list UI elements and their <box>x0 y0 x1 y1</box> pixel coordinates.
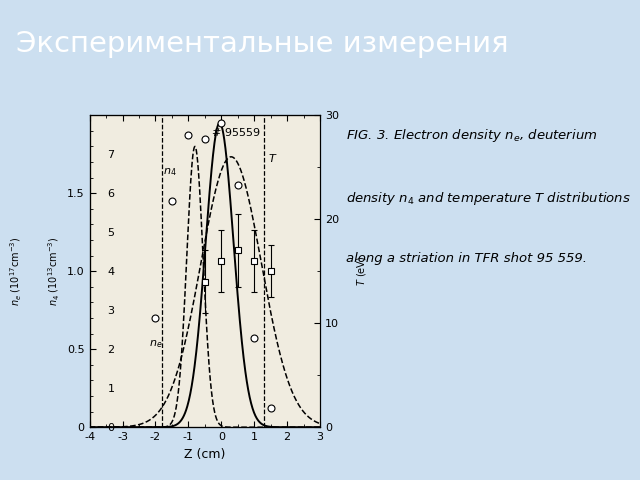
Text: $T$: $T$ <box>268 152 277 164</box>
Text: # 95559: # 95559 <box>212 128 260 138</box>
Text: $T\ {\rm (eV)}$: $T\ {\rm (eV)}$ <box>355 256 368 287</box>
Text: along a striation in TFR shot 95 559.: along a striation in TFR shot 95 559. <box>346 252 587 265</box>
X-axis label: Z (cm): Z (cm) <box>184 448 225 461</box>
Text: $n_e$: $n_e$ <box>148 338 162 350</box>
Text: $n_4$: $n_4$ <box>163 167 177 178</box>
Text: density $n_4$ and temperature $T$ distributions: density $n_4$ and temperature $T$ distri… <box>346 190 630 206</box>
Text: Экспериментальные измерения: Экспериментальные измерения <box>16 30 509 58</box>
Text: $n_e\ (10^{17}{\rm cm}^{-3})$: $n_e\ (10^{17}{\rm cm}^{-3})$ <box>8 237 24 306</box>
Text: $n_4\ (10^{13}{\rm cm}^{-3})$: $n_4\ (10^{13}{\rm cm}^{-3})$ <box>47 237 62 306</box>
Text: FIG. 3. Electron density $n_e$, deuterium: FIG. 3. Electron density $n_e$, deuteriu… <box>346 127 597 144</box>
